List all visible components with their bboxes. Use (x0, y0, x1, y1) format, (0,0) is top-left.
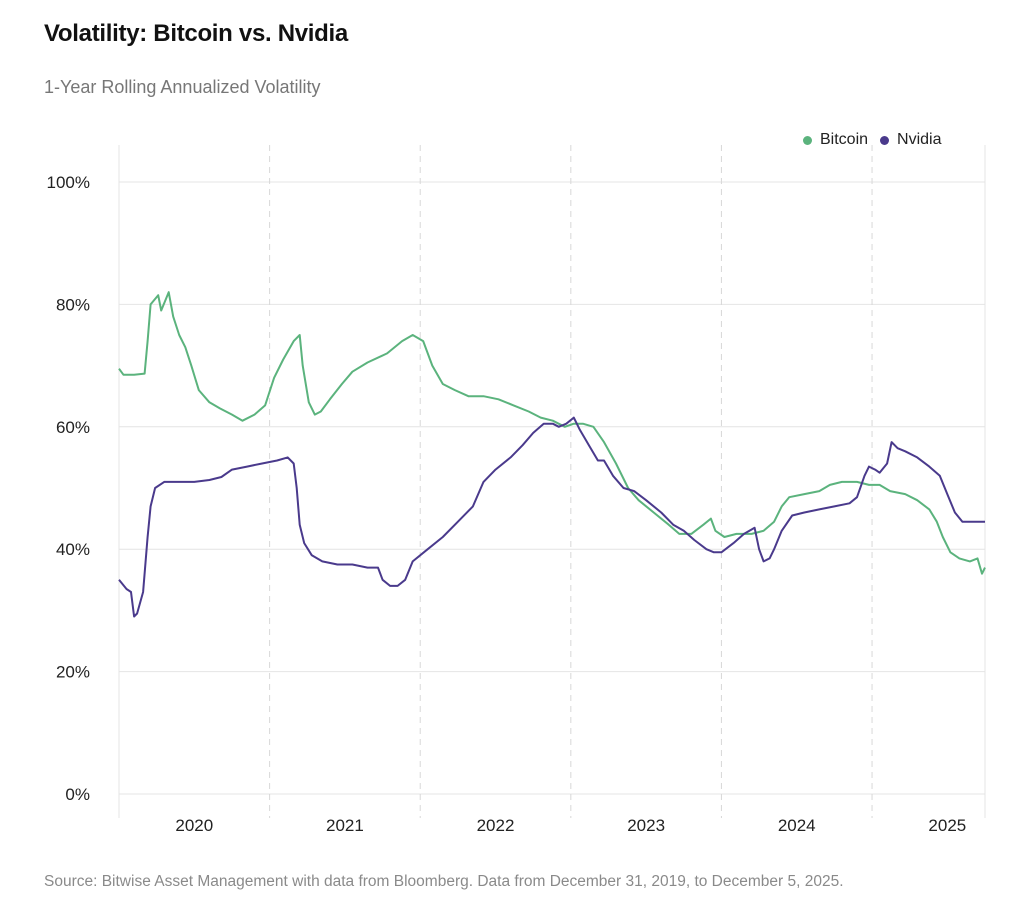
legend-bitcoin-dot-icon (803, 135, 812, 145)
x-tick-label: 2021 (326, 816, 364, 835)
series-line-nvidia (118, 416, 985, 618)
legend-bitcoin-label: Bitcoin (820, 131, 869, 148)
legend-item-nvidia[interactable]: Nvidia (880, 131, 942, 149)
legend-item-bitcoin[interactable]: Bitcoin (803, 131, 868, 149)
y-tick-label: 0% (65, 785, 90, 804)
x-tick-label: 2023 (627, 816, 665, 835)
x-tick-label: 2024 (778, 816, 816, 835)
y-tick-label: 100% (47, 173, 90, 192)
chart-subtitle: 1-Year Rolling Annualized Volatility (44, 77, 321, 97)
x-tick-label: 2025 (928, 816, 966, 835)
legend-nvidia-label: Nvidia (897, 131, 942, 148)
legend-nvidia-dot-icon (880, 135, 890, 145)
x-tick-label: 2020 (175, 816, 213, 835)
y-tick-label: 60% (56, 418, 90, 437)
series-line-bitcoin (118, 291, 986, 575)
y-tick-label: 80% (56, 295, 90, 314)
legend: Bitcoin Nvidia (803, 131, 954, 149)
y-tick-label: 40% (56, 540, 90, 559)
chart-title: Volatility: Bitcoin vs. Nvidia (44, 20, 348, 47)
source-note: Source: Bitwise Asset Management with da… (44, 873, 844, 890)
y-tick-label: 20% (56, 663, 90, 682)
x-tick-label: 2022 (477, 816, 515, 835)
